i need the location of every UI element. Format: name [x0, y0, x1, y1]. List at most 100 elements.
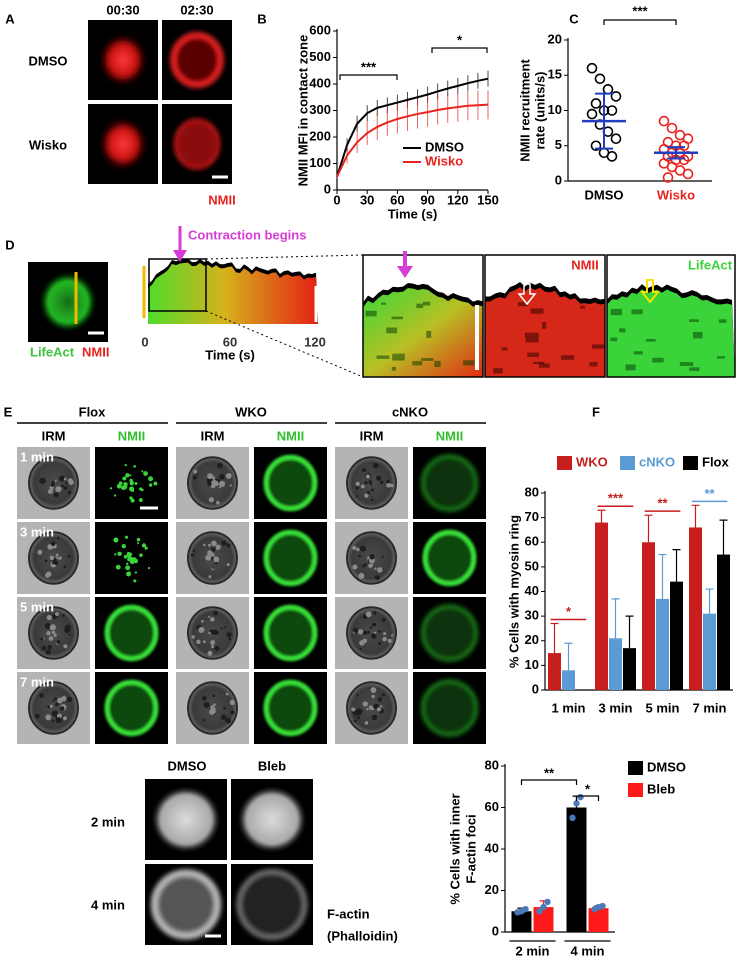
speck [134, 571, 138, 574]
significance-bracket [520, 779, 578, 785]
y-tick-label: 15 [548, 67, 562, 82]
x-tick-label: 7 min [693, 700, 727, 715]
texture [54, 479, 57, 482]
texture [226, 563, 230, 567]
zoom-texture [716, 356, 725, 359]
micrograph [95, 672, 168, 744]
texture [220, 627, 223, 630]
zoom-texture [591, 344, 605, 349]
zoom-texture [689, 319, 699, 323]
significance-label: * [457, 32, 463, 47]
micrograph [176, 522, 249, 594]
texture [59, 706, 65, 711]
texture [376, 707, 382, 712]
zoom-connector [205, 310, 364, 378]
significance-label: *** [608, 491, 624, 506]
cell [263, 454, 318, 512]
significance-label: * [566, 604, 572, 619]
arrow-outline [517, 283, 537, 306]
speck [129, 558, 135, 565]
zoom-texture [426, 330, 432, 338]
bar [595, 522, 608, 690]
speck [121, 485, 126, 491]
texture [371, 622, 376, 627]
data-point [602, 84, 614, 95]
y-tick-label: 80 [485, 757, 499, 772]
texture [55, 553, 59, 557]
cell [28, 681, 79, 735]
zoom-texture [652, 357, 664, 363]
y-tick-label: 10 [548, 102, 562, 117]
texture [368, 480, 372, 484]
zoom-texture [391, 366, 396, 371]
x-tick-label: 90 [420, 192, 434, 207]
texture [356, 494, 359, 497]
bar [623, 648, 636, 690]
micrograph [231, 779, 313, 860]
speck [133, 579, 137, 583]
micrograph [88, 104, 158, 184]
micrograph [254, 522, 327, 594]
micrograph [17, 597, 90, 669]
zoom-texture [610, 337, 618, 342]
zoom-texture [625, 364, 636, 371]
speck [113, 537, 119, 543]
texture [223, 706, 226, 710]
texture [386, 479, 391, 484]
speck [129, 552, 133, 556]
zoom-texture [693, 331, 703, 339]
arrow-outline [639, 279, 661, 304]
texture [380, 705, 383, 708]
speck [147, 566, 151, 570]
texture [39, 477, 46, 484]
texture [353, 715, 356, 718]
texture [203, 543, 206, 547]
speck [122, 476, 127, 481]
texture [210, 547, 216, 552]
micrograph [162, 20, 232, 100]
legend-label: cNKO [639, 454, 675, 469]
row-label: 2 min [91, 814, 125, 829]
channel-label: NMII [118, 428, 145, 443]
micrograph [176, 672, 249, 744]
x-axis-label: Time (s) [388, 206, 438, 221]
y-tick-label: 40 [485, 840, 499, 855]
zoom-texture [434, 360, 441, 368]
y-tick-label: 80 [525, 484, 539, 499]
x-tick-label: 5 min [646, 700, 680, 715]
y-tick-label: 60 [485, 799, 499, 814]
texture [371, 633, 377, 639]
texture [213, 556, 219, 563]
zoom-texture [463, 360, 475, 366]
zoom-texture [501, 347, 508, 351]
error-bar [719, 519, 728, 555]
texture [213, 629, 219, 635]
channel-label: NMII [436, 428, 463, 443]
stain-label: NMII [82, 344, 109, 359]
y-axis-label: % Cells with myosin ring [506, 515, 521, 668]
speck [129, 481, 134, 486]
data-point [590, 98, 602, 109]
cell [237, 786, 307, 853]
texture [37, 549, 43, 555]
micrograph [335, 672, 408, 744]
zoom-frame [484, 254, 606, 378]
micrograph [413, 672, 486, 744]
group-label: cNKO [392, 404, 428, 419]
texture [373, 703, 379, 710]
texture [363, 630, 368, 635]
cell [104, 604, 159, 662]
legend-label: WKO [576, 454, 608, 469]
texture [200, 619, 204, 623]
texture [352, 545, 357, 550]
micrograph [254, 597, 327, 669]
texture [211, 645, 215, 649]
series-line [336, 77, 489, 178]
texture [54, 560, 59, 566]
texture [378, 630, 382, 633]
texture [202, 719, 206, 722]
texture [63, 486, 68, 490]
error-bar [691, 504, 700, 528]
texture [210, 483, 216, 489]
zoom-texture [527, 352, 540, 358]
